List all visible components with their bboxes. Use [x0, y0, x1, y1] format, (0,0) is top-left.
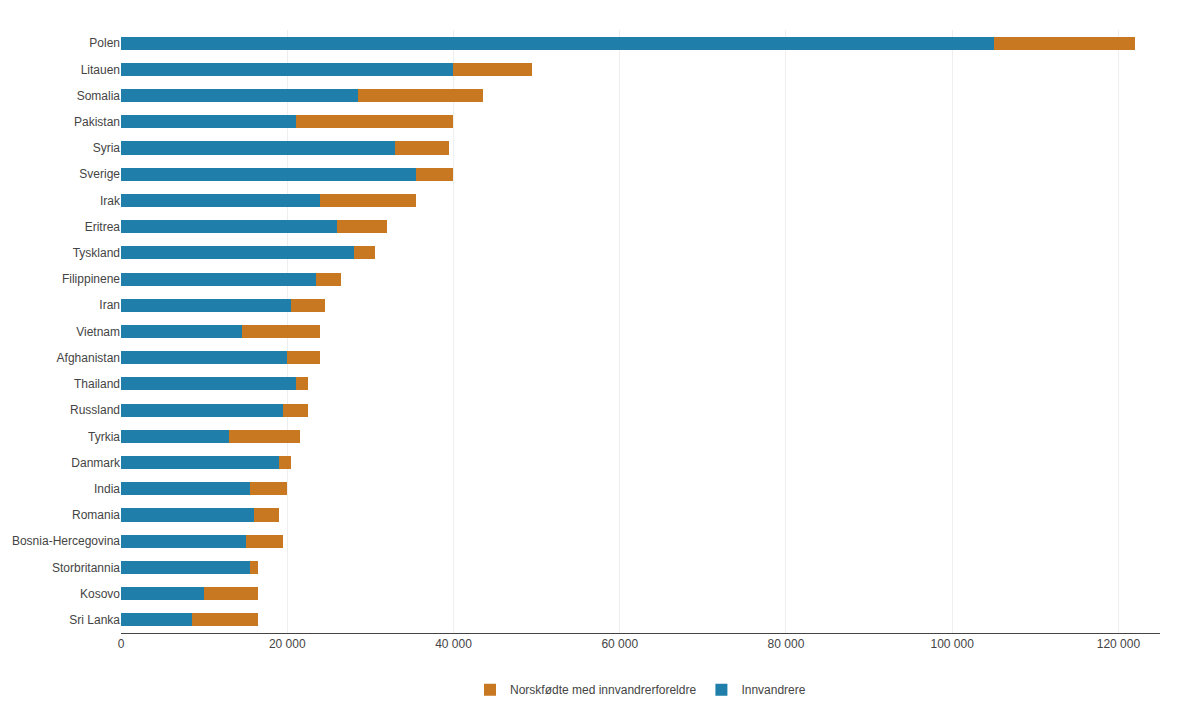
- svg-text:Eritrea: Eritrea: [85, 220, 121, 234]
- svg-text:Norskfødte med innvandrerforel: Norskfødte med innvandrerforeldre: [510, 683, 696, 697]
- svg-text:100 000: 100 000: [931, 637, 975, 651]
- svg-text:Romania: Romania: [72, 508, 120, 522]
- svg-text:Danmark: Danmark: [71, 456, 121, 470]
- svg-text:Afghanistan: Afghanistan: [57, 351, 120, 365]
- svg-text:Vietnam: Vietnam: [76, 325, 120, 339]
- svg-text:Innvandrere: Innvandrere: [741, 683, 805, 697]
- svg-text:Tyrkia: Tyrkia: [88, 430, 120, 444]
- svg-text:Filippinene: Filippinene: [62, 272, 120, 286]
- svg-text:Sri Lanka: Sri Lanka: [69, 613, 120, 627]
- svg-text:Irak: Irak: [100, 194, 121, 208]
- svg-text:20 000: 20 000: [269, 637, 306, 651]
- svg-text:Syria: Syria: [93, 141, 121, 155]
- svg-text:80 000: 80 000: [768, 637, 805, 651]
- svg-text:India: India: [94, 482, 120, 496]
- svg-text:Bosnia-Hercegovina: Bosnia-Hercegovina: [12, 534, 120, 548]
- svg-text:Russland: Russland: [70, 403, 120, 417]
- svg-text:Thailand: Thailand: [74, 377, 120, 391]
- svg-text:0: 0: [118, 637, 125, 651]
- svg-text:60 000: 60 000: [601, 637, 638, 651]
- svg-text:Pakistan: Pakistan: [74, 115, 120, 129]
- svg-text:40 000: 40 000: [435, 637, 472, 651]
- svg-text:120 000: 120 000: [1097, 637, 1141, 651]
- svg-text:Kosovo: Kosovo: [80, 587, 120, 601]
- svg-text:Iran: Iran: [99, 298, 120, 312]
- svg-text:Storbritannia: Storbritannia: [52, 561, 120, 575]
- svg-text:Somalia: Somalia: [77, 89, 121, 103]
- svg-text:Tyskland: Tyskland: [73, 246, 120, 260]
- svg-text:Litauen: Litauen: [81, 63, 120, 77]
- svg-text:Polen: Polen: [89, 36, 120, 50]
- svg-text:Sverige: Sverige: [79, 167, 120, 181]
